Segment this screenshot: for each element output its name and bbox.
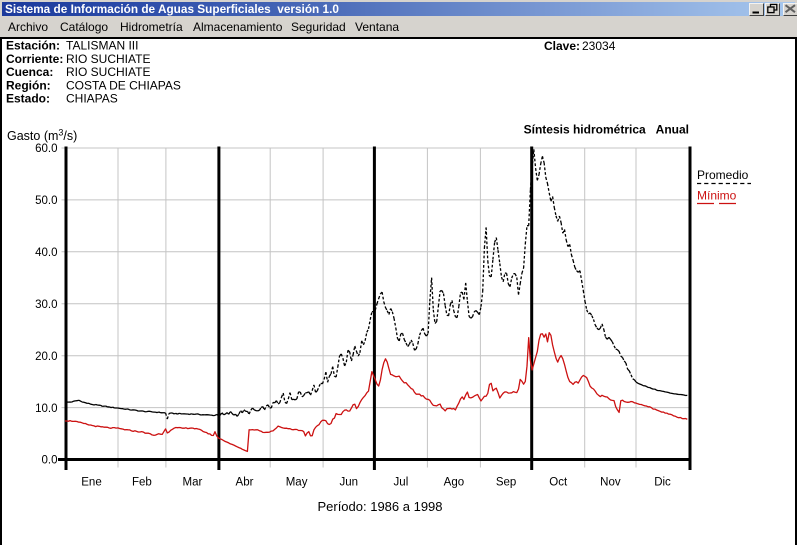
svg-text:Jul: Jul — [394, 477, 409, 489]
svg-text:COSTA DE CHIAPAS: COSTA DE CHIAPAS — [66, 78, 181, 92]
svg-text:Corriente:: Corriente: — [6, 52, 63, 66]
svg-text:40.0: 40.0 — [35, 247, 57, 259]
svg-text:10.0: 10.0 — [35, 403, 57, 415]
svg-text:Estado:: Estado: — [6, 92, 50, 106]
svg-text:Ene: Ene — [81, 477, 101, 489]
svg-text:30.0: 30.0 — [35, 299, 57, 311]
svg-text:Cuenca:: Cuenca: — [6, 65, 53, 79]
svg-text:Clave:: Clave: — [544, 39, 580, 53]
svg-text:Feb: Feb — [132, 477, 152, 489]
svg-text:Sep: Sep — [496, 477, 516, 489]
svg-text:Estación:: Estación: — [6, 39, 60, 53]
svg-text:Síntesis hidrométrica Anual: Síntesis hidrométrica Anual — [524, 123, 689, 137]
svg-text:Dic: Dic — [654, 477, 671, 489]
svg-text:Nov: Nov — [600, 477, 621, 489]
svg-text:60.0: 60.0 — [35, 143, 57, 155]
svg-text:Mínimo: Mínimo — [697, 189, 737, 203]
svg-text:Abr: Abr — [236, 477, 254, 489]
svg-text:23034: 23034 — [582, 39, 616, 53]
svg-text:RIO SUCHIATE: RIO SUCHIATE — [66, 52, 150, 66]
svg-text:Mar: Mar — [182, 477, 202, 489]
svg-text:May: May — [286, 477, 308, 489]
svg-text:0.0: 0.0 — [42, 455, 58, 467]
svg-text:Jun: Jun — [340, 477, 359, 489]
svg-text:Ago: Ago — [444, 477, 464, 489]
svg-text:Oct: Oct — [549, 477, 568, 489]
svg-text:Período: 1986 a 1998: Período: 1986 a 1998 — [317, 499, 442, 514]
svg-text:Promedio: Promedio — [697, 168, 749, 182]
svg-text:50.0: 50.0 — [35, 195, 57, 207]
svg-text:CHIAPAS: CHIAPAS — [66, 92, 118, 106]
svg-text:TALISMAN III: TALISMAN III — [66, 39, 138, 53]
svg-text:Gasto (m3/s): Gasto (m3/s) — [7, 128, 77, 144]
svg-text:RIO SUCHIATE: RIO SUCHIATE — [66, 65, 150, 79]
svg-text:20.0: 20.0 — [35, 351, 57, 363]
svg-text:Región:: Región: — [6, 78, 51, 92]
